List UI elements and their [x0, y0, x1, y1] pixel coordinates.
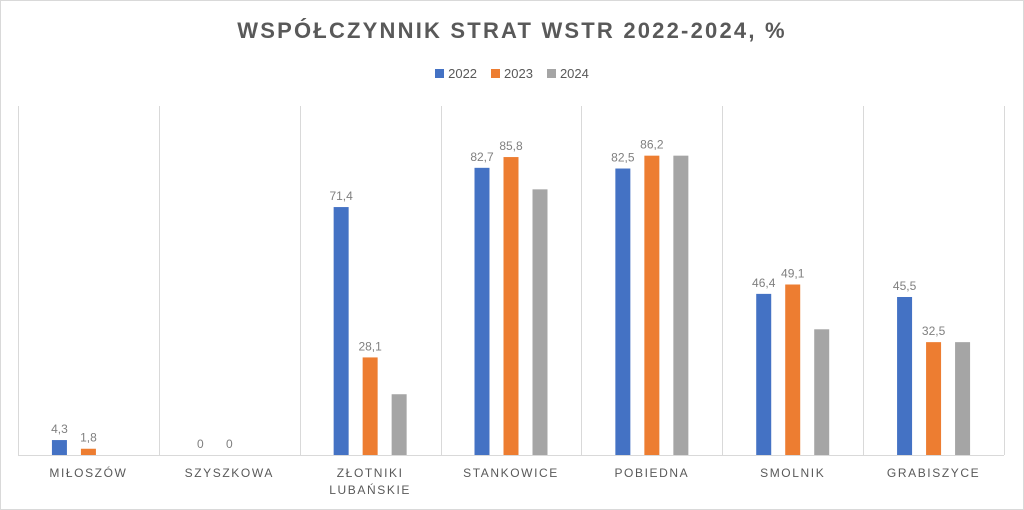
category-label: SZYSZKOWA [185, 466, 274, 480]
data-label: 85,8 [499, 139, 523, 153]
category-label: MIŁOSZÓW [49, 465, 127, 480]
bar-2022 [897, 296, 913, 455]
bar-2024 [673, 155, 689, 455]
data-label: 1,8 [80, 431, 97, 445]
bar-2024 [532, 189, 548, 456]
category-label: POBIEDNA [614, 466, 689, 480]
legend-swatch-2023 [491, 69, 501, 78]
data-label: 49,1 [781, 266, 805, 280]
bar-2022 [615, 168, 631, 455]
legend-swatch-2022 [435, 69, 445, 78]
data-label: 45,5 [893, 279, 917, 293]
legend-item-2023: 2023 [491, 66, 533, 81]
bar-2024 [391, 394, 407, 455]
data-label: 32,5 [922, 324, 946, 338]
data-label: 0 [226, 437, 233, 451]
data-label: 4,3 [51, 422, 68, 436]
category-label: GRABISZYCE [887, 466, 980, 480]
bar-2023 [362, 357, 378, 455]
legend-item-2024: 2024 [546, 66, 589, 81]
category-label: LUBAŃSKIE [329, 482, 411, 497]
data-label: 0 [197, 437, 204, 451]
bar-2022 [51, 440, 67, 455]
bar-2022 [756, 293, 772, 455]
category-label: SMOLNIK [760, 466, 825, 480]
category-label: ZŁOTNIKI [337, 466, 404, 480]
legend-label-2023: 2023 [504, 66, 533, 81]
category-label: STANKOWICE [463, 466, 559, 480]
bar-2024 [955, 342, 971, 455]
bar-2023 [785, 284, 801, 455]
data-label: 86,2 [640, 138, 664, 152]
bar-2024 [814, 329, 830, 455]
data-label: 28,1 [358, 339, 382, 353]
data-label: 82,7 [470, 150, 494, 164]
legend-swatch-2024 [546, 69, 556, 78]
legend-label-2024: 2024 [559, 66, 589, 81]
bar-2023 [644, 155, 660, 455]
bar-2023 [926, 342, 942, 455]
chart-title: WSPÓŁCZYNNIK STRAT WSTR 2022-2024, % [237, 18, 787, 43]
legend-label-2022: 2022 [448, 66, 478, 81]
legend-item-2022: 2022 [435, 66, 477, 81]
data-label: 82,5 [611, 151, 635, 165]
bar-2023 [80, 448, 96, 455]
bar-2023 [503, 157, 519, 455]
data-label: 46,4 [752, 276, 776, 290]
data-label: 71,4 [329, 189, 353, 203]
chart-legend: 2022 2023 2024 [0, 66, 1024, 81]
bar-2022 [474, 167, 490, 455]
bar-2022 [333, 207, 349, 455]
